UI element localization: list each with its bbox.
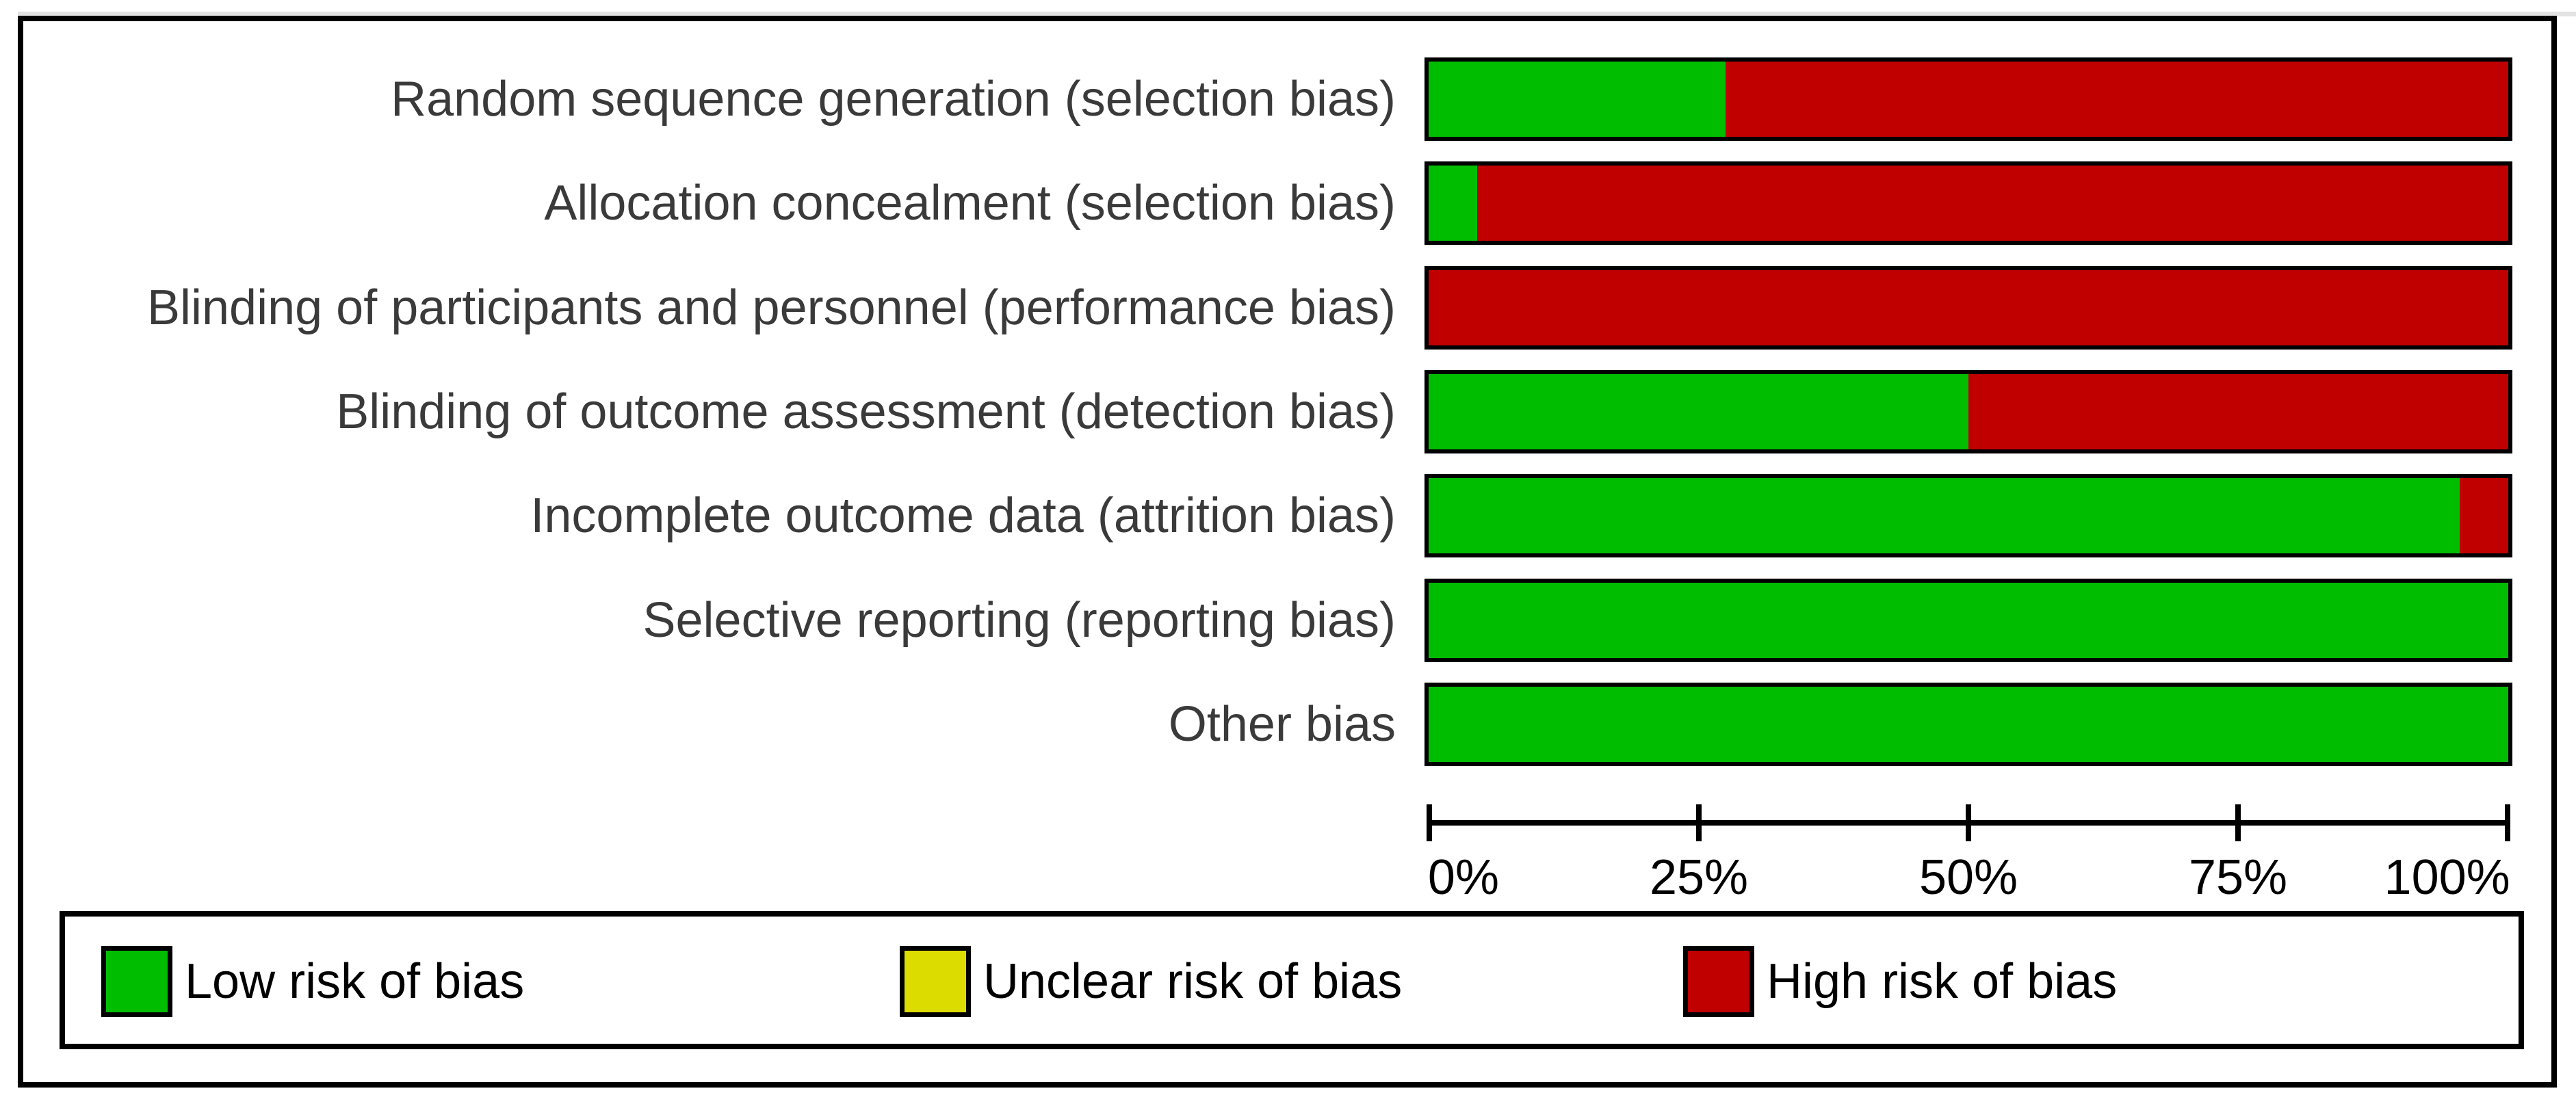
stacked-bar (1424, 683, 2512, 766)
legend-swatch-unclear-risk (900, 946, 971, 1017)
bar-segment-high-risk (1477, 166, 2508, 241)
bar-segment-high-risk (1725, 62, 2508, 137)
x-axis-tick (1696, 804, 1702, 841)
bar-segment-low-risk (1429, 583, 2508, 658)
bar-segment-high-risk (2459, 478, 2508, 553)
legend-swatch-high-risk (1683, 946, 1754, 1017)
x-axis-tick (1427, 804, 1432, 841)
legend: Low risk of bias Unclear risk of bias High… (60, 911, 2524, 1049)
bar-segment-low-risk (1429, 166, 1477, 241)
x-axis-tick-label: 0% (1427, 850, 1499, 905)
row-label: Other bias (1168, 697, 1396, 752)
legend-label-high-risk: High risk of bias (1767, 954, 2118, 1009)
stacked-bar (1424, 266, 2512, 350)
x-axis-tick-label: 75% (2188, 850, 2288, 905)
stacked-bar (1424, 161, 2512, 245)
x-axis-tick-label: 100% (2384, 850, 2510, 905)
row-label: Allocation concealment (selection bias) (544, 176, 1396, 231)
row-label: Blinding of participants and personnel (… (146, 280, 1396, 335)
stacked-bar (1424, 57, 2512, 141)
bar-segment-low-risk (1429, 374, 1968, 449)
top-edge-strip (18, 12, 2576, 16)
x-axis-tick-label: 25% (1649, 850, 1749, 905)
legend-label-unclear-risk: Unclear risk of bias (983, 954, 1403, 1009)
row-label: Incomplete outcome data (attrition bias) (530, 488, 1396, 543)
row-label: Selective reporting (reporting bias) (642, 593, 1396, 648)
row-label: Random sequence generation (selection bi… (391, 72, 1396, 127)
x-axis-tick (1966, 804, 1971, 841)
stacked-bar (1424, 370, 2512, 453)
bar-segment-low-risk (1429, 62, 1726, 137)
bar-segment-high-risk (1429, 270, 2508, 345)
x-axis-tick (2235, 804, 2241, 841)
legend-label-low-risk: Low risk of bias (185, 954, 525, 1009)
stacked-bar (1424, 579, 2512, 662)
stacked-bar (1424, 474, 2512, 557)
figure-outer-border (18, 16, 2557, 1088)
bar-segment-low-risk (1429, 478, 2460, 553)
row-label: Blinding of outcome assessment (detectio… (336, 384, 1396, 439)
x-axis-tick (2505, 804, 2510, 841)
legend-swatch-low-risk (101, 946, 172, 1017)
bar-segment-high-risk (1968, 374, 2508, 449)
x-axis-tick-label: 50% (1918, 850, 2018, 905)
bar-segment-low-risk (1429, 687, 2508, 762)
